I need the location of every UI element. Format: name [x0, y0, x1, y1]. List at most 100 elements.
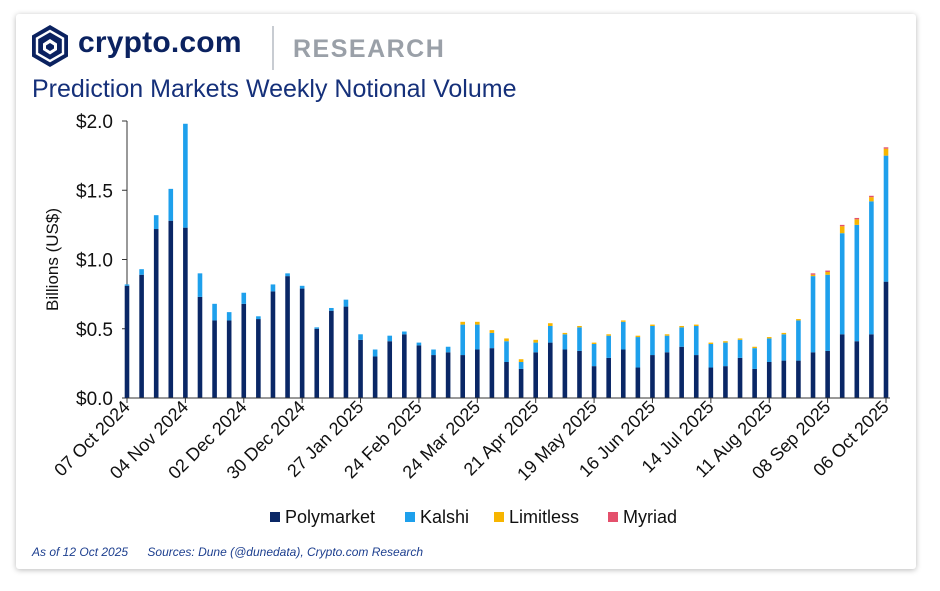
bar-kalshi — [766, 338, 772, 362]
bar-kalshi — [343, 299, 349, 307]
bar-polymarket — [445, 352, 451, 398]
bar-limitless — [708, 342, 714, 344]
bar-kalshi — [124, 284, 130, 286]
bar-limitless — [766, 337, 772, 339]
bar-polymarket — [139, 274, 144, 398]
legend-swatch-limitless — [494, 512, 504, 522]
bar-limitless — [664, 334, 670, 336]
bar-kalshi — [796, 320, 801, 361]
bar-limitless — [606, 334, 611, 336]
bar-polymarket — [299, 288, 305, 398]
bar-polymarket — [504, 361, 509, 398]
bar-limitless — [737, 338, 743, 340]
bar-limitless — [839, 226, 845, 234]
legend-label-polymarket: Polymarket — [285, 507, 375, 527]
bar-polymarket — [723, 366, 728, 398]
bar-polymarket — [533, 352, 538, 398]
y-axis-label: Billions (US$) — [43, 208, 62, 311]
bar-limitless — [854, 219, 860, 225]
crypto-com-logo-icon — [32, 25, 68, 67]
bar-kalshi — [650, 325, 655, 356]
bar-kalshi — [810, 276, 816, 353]
bar-chart: Billions (US$)$0.0$0.5$1.0$1.5$2.007 Oct… — [43, 112, 893, 527]
bar-kalshi — [168, 188, 174, 221]
bar-polymarket — [241, 303, 247, 398]
bar-limitless — [577, 325, 582, 328]
bar-kalshi — [883, 155, 889, 282]
bar-limitless — [869, 197, 874, 202]
y-tick-label: $2.0 — [76, 112, 113, 133]
bar-polymarket — [854, 341, 860, 398]
bar-polymarket — [314, 328, 320, 398]
bar-polymarket — [737, 357, 743, 398]
bar-polymarket — [416, 345, 422, 398]
bar-myriad — [883, 147, 889, 149]
bar-limitless — [533, 339, 538, 343]
bar-kalshi — [518, 361, 524, 369]
bar-limitless — [883, 148, 889, 156]
bar-polymarket — [329, 310, 334, 398]
bar-polymarket — [693, 355, 699, 398]
bar-kalshi — [723, 342, 728, 367]
bar-kalshi — [183, 123, 188, 228]
bar-kalshi — [241, 292, 247, 304]
bar-kalshi — [679, 327, 684, 347]
bar-myriad — [854, 217, 860, 220]
bar-limitless — [489, 330, 495, 333]
y-tick-label: $1.0 — [76, 251, 113, 272]
bar-kalshi — [504, 341, 509, 362]
as-of-date: As of 12 Oct 2025 — [32, 545, 129, 559]
bar-polymarket — [212, 320, 217, 398]
report-card: crypto.com RESEARCH Prediction Markets W… — [16, 14, 916, 569]
bar-polymarket — [606, 357, 611, 398]
bar-kalshi — [781, 334, 787, 361]
bar-kalshi — [270, 284, 276, 292]
bar-polymarket — [650, 355, 655, 398]
bar-kalshi — [416, 342, 422, 346]
bar-polymarket — [518, 368, 524, 398]
bar-polymarket — [475, 349, 480, 398]
bar-polymarket — [256, 319, 261, 398]
bar-kalshi — [606, 335, 611, 358]
bar-kalshi — [475, 324, 480, 350]
bar-kalshi — [708, 343, 714, 368]
bar-limitless — [796, 319, 801, 321]
bar-polymarket — [825, 350, 830, 398]
brand-division: RESEARCH — [293, 35, 446, 63]
footer: As of 12 Oct 2025 Sources: Dune (@duneda… — [32, 545, 439, 559]
bar-limitless — [693, 324, 699, 326]
bar-polymarket — [460, 355, 466, 398]
bar-polymarket — [796, 360, 801, 398]
bar-limitless — [475, 321, 480, 325]
bar-polymarket — [153, 229, 159, 398]
bar-polymarket — [708, 367, 714, 398]
bar-kalshi — [635, 337, 641, 368]
bar-polymarket — [883, 281, 889, 398]
bar-limitless — [620, 320, 626, 322]
bar-polymarket — [752, 368, 757, 398]
legend-swatch-polymarket — [270, 512, 280, 522]
bar-kalshi — [329, 307, 334, 311]
bar-kalshi — [153, 215, 159, 230]
bar-polymarket — [343, 306, 349, 398]
bar-kalshi — [431, 349, 436, 356]
bar-polymarket — [489, 348, 495, 398]
y-tick-label: $1.5 — [76, 181, 113, 202]
bar-kalshi — [299, 285, 305, 289]
bar-kalshi — [591, 343, 597, 367]
bar-kalshi — [358, 334, 363, 340]
bar-polymarket — [387, 341, 393, 398]
bar-kalshi — [562, 334, 568, 350]
sources-note: Sources: Dune (@dunedata), Crypto.com Re… — [147, 545, 424, 559]
bar-polymarket — [547, 342, 553, 398]
bar-polymarket — [431, 355, 436, 398]
legend-label-kalshi: Kalshi — [420, 507, 469, 527]
bar-polymarket — [402, 334, 407, 398]
bar-limitless — [810, 274, 816, 277]
bar-kalshi — [737, 339, 743, 358]
bar-polymarket — [372, 356, 378, 398]
bar-limitless — [562, 332, 568, 335]
bar-kalshi — [226, 312, 232, 321]
bar-limitless — [752, 346, 757, 349]
bar-kalshi — [693, 325, 699, 356]
